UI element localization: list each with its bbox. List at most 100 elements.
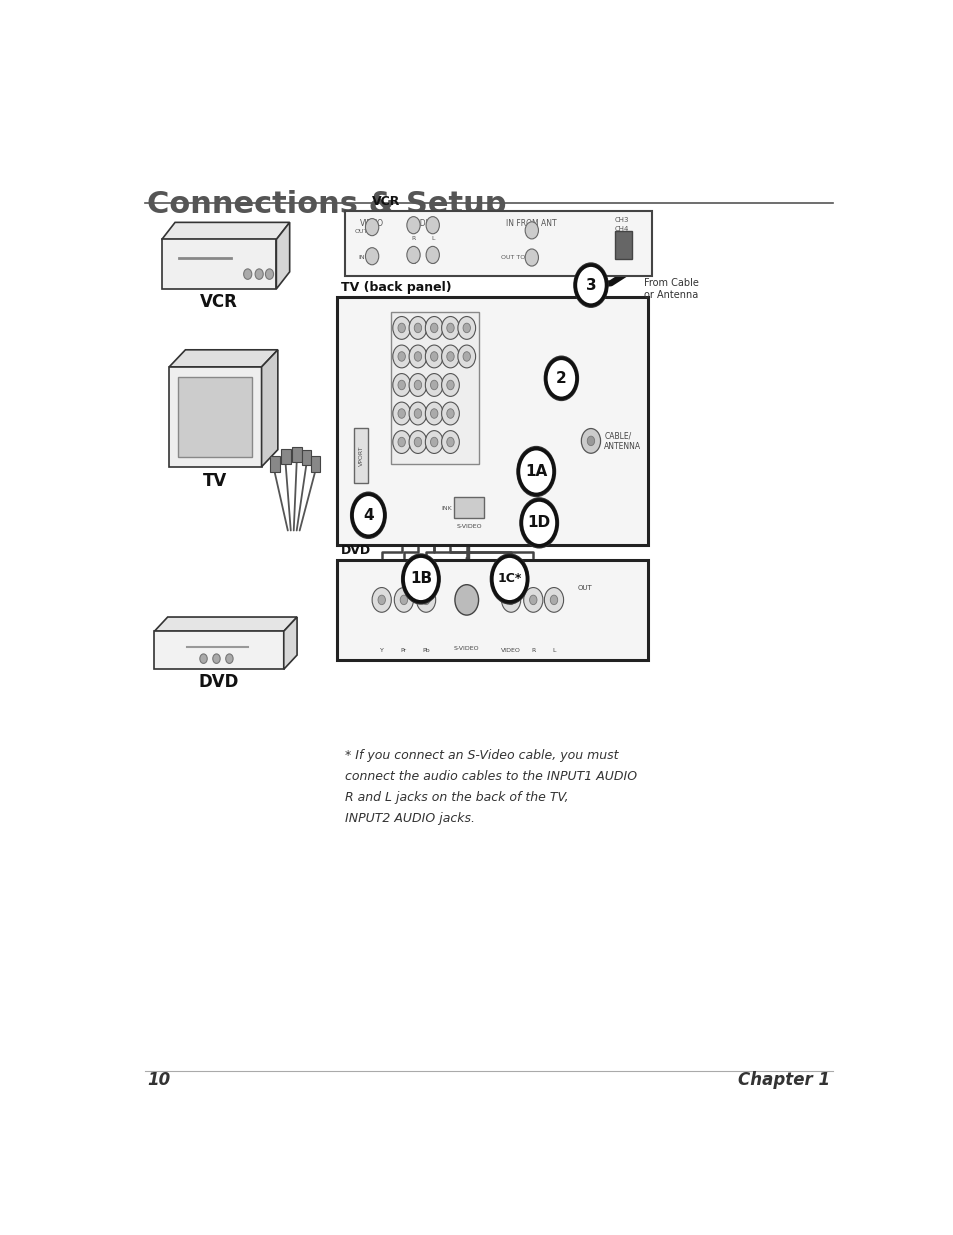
Text: IN: IN — [358, 254, 365, 261]
Text: TV (back panel): TV (back panel) — [341, 280, 451, 294]
Text: 1C*: 1C* — [497, 573, 521, 585]
Circle shape — [446, 409, 454, 419]
Circle shape — [457, 316, 476, 340]
Polygon shape — [154, 631, 283, 669]
Circle shape — [414, 324, 421, 332]
Circle shape — [365, 248, 378, 264]
Circle shape — [550, 595, 558, 605]
Circle shape — [414, 352, 421, 361]
Text: CH3: CH3 — [614, 216, 629, 222]
Text: DVD: DVD — [341, 545, 371, 557]
Polygon shape — [162, 240, 276, 289]
Text: R: R — [411, 236, 416, 241]
Polygon shape — [261, 350, 277, 467]
Circle shape — [521, 500, 557, 546]
Text: connect the audio cables to the INPUT1 AUDIO: connect the audio cables to the INPUT1 A… — [344, 771, 637, 783]
Text: R and L jacks on the back of the TV,: R and L jacks on the back of the TV, — [344, 792, 572, 804]
Circle shape — [254, 269, 263, 279]
Text: 4: 4 — [363, 508, 374, 522]
Circle shape — [430, 352, 437, 361]
Circle shape — [543, 356, 578, 401]
Circle shape — [529, 595, 537, 605]
Circle shape — [441, 431, 459, 453]
Text: CABLE/
ANTENNA: CABLE/ ANTENNA — [603, 431, 640, 451]
FancyBboxPatch shape — [344, 211, 651, 275]
Text: VCR: VCR — [372, 195, 400, 209]
Polygon shape — [169, 350, 277, 367]
Circle shape — [587, 436, 594, 446]
Circle shape — [365, 219, 378, 236]
Circle shape — [462, 324, 470, 332]
Text: R: R — [531, 648, 535, 653]
Circle shape — [403, 556, 438, 601]
Circle shape — [492, 556, 527, 601]
Text: AUDIO: AUDIO — [410, 219, 435, 227]
FancyBboxPatch shape — [337, 298, 647, 545]
Text: OUT TO TV: OUT TO TV — [500, 254, 536, 261]
FancyBboxPatch shape — [390, 311, 478, 464]
Circle shape — [544, 588, 563, 613]
Circle shape — [523, 588, 542, 613]
Text: 1A: 1A — [524, 464, 547, 479]
Circle shape — [394, 588, 413, 613]
FancyBboxPatch shape — [615, 231, 631, 259]
Circle shape — [393, 403, 410, 425]
Circle shape — [426, 246, 439, 263]
Circle shape — [414, 437, 421, 447]
Text: OUT: OUT — [355, 230, 368, 235]
Circle shape — [501, 588, 520, 613]
Text: 1D: 1D — [527, 515, 550, 530]
Circle shape — [397, 437, 405, 447]
Text: 3: 3 — [585, 278, 596, 293]
Circle shape — [518, 498, 558, 548]
Polygon shape — [154, 618, 296, 631]
Circle shape — [414, 409, 421, 419]
Text: Pr: Pr — [400, 648, 407, 653]
Circle shape — [377, 595, 385, 605]
Circle shape — [397, 380, 405, 390]
Circle shape — [545, 358, 577, 399]
Circle shape — [580, 429, 600, 453]
Circle shape — [372, 588, 391, 613]
Text: INK: INK — [441, 506, 452, 511]
Circle shape — [213, 653, 220, 663]
FancyBboxPatch shape — [354, 427, 368, 483]
Circle shape — [409, 316, 426, 340]
Circle shape — [430, 324, 437, 332]
Circle shape — [446, 352, 454, 361]
Circle shape — [455, 584, 478, 615]
Circle shape — [446, 437, 454, 447]
Circle shape — [425, 373, 442, 396]
Text: VIDEO: VIDEO — [359, 219, 384, 227]
FancyBboxPatch shape — [454, 498, 483, 519]
Circle shape — [409, 345, 426, 368]
Bar — [281, 448, 291, 464]
Bar — [311, 456, 320, 472]
Circle shape — [393, 373, 410, 396]
Text: VCR: VCR — [200, 293, 237, 311]
Circle shape — [409, 403, 426, 425]
Circle shape — [446, 324, 454, 332]
Circle shape — [425, 345, 442, 368]
Circle shape — [393, 431, 410, 453]
Circle shape — [265, 269, 274, 279]
Circle shape — [350, 492, 387, 538]
Circle shape — [397, 352, 405, 361]
Circle shape — [573, 262, 608, 308]
Text: L: L — [552, 648, 556, 653]
Text: TV: TV — [203, 472, 227, 489]
Circle shape — [489, 553, 529, 605]
Text: Chapter 1: Chapter 1 — [738, 1071, 830, 1089]
Text: OUT: OUT — [578, 585, 592, 590]
Text: S-VIDEO: S-VIDEO — [454, 646, 479, 652]
Text: L: L — [431, 261, 434, 266]
Polygon shape — [169, 367, 261, 467]
Text: 1B: 1B — [410, 572, 432, 587]
Text: Connections & Setup: Connections & Setup — [147, 190, 506, 219]
Text: Y: Y — [379, 648, 383, 653]
Circle shape — [243, 269, 252, 279]
Circle shape — [430, 380, 437, 390]
Circle shape — [414, 380, 421, 390]
Polygon shape — [276, 222, 290, 289]
FancyBboxPatch shape — [337, 559, 647, 659]
